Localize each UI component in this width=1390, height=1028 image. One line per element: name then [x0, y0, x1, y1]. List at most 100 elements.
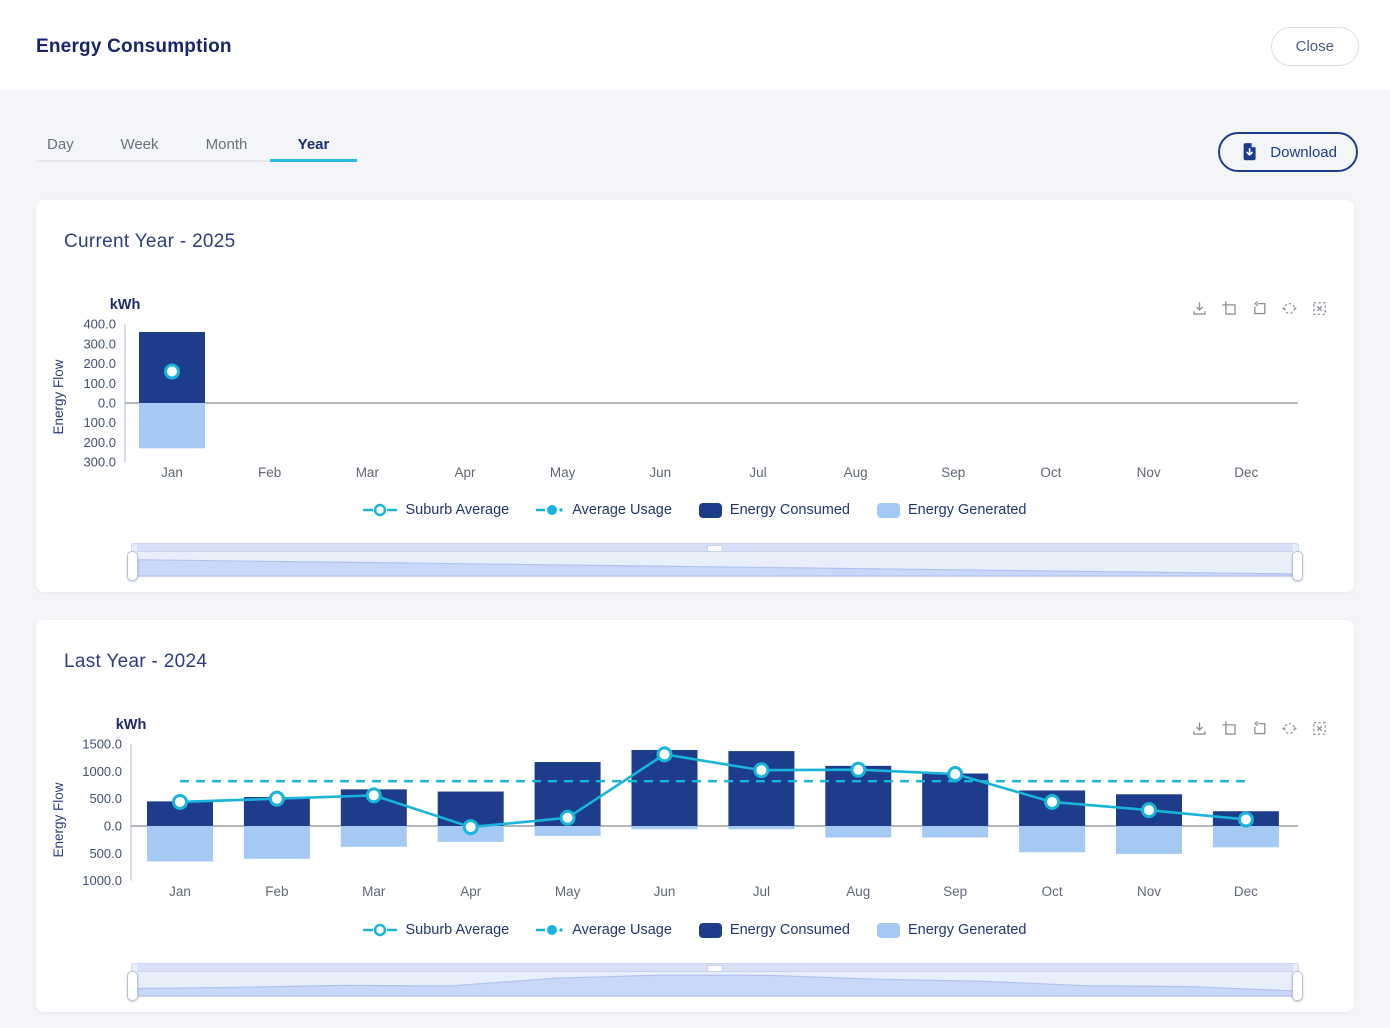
legend-label: Energy Consumed — [729, 502, 850, 518]
y-tick-label: 0.0 — [98, 396, 116, 411]
tab-week[interactable]: Week — [120, 136, 159, 153]
x-label-apr: Apr — [454, 465, 476, 480]
zoom-select-icon[interactable] — [1221, 720, 1238, 742]
legend-item-energy-generated[interactable]: Energy Generated — [877, 922, 1027, 938]
chart-legend: Suburb Average Average Usage Energy Consum… — [36, 499, 1354, 521]
save-image-icon[interactable] — [1191, 720, 1208, 742]
zoom-select-icon[interactable] — [1221, 300, 1238, 322]
x-label-sep: Sep — [941, 465, 965, 480]
chart-legend: Suburb Average Average Usage Energy Consum… — [36, 919, 1354, 941]
x-label-jun: Jun — [649, 465, 671, 480]
y-tick-label: 500.0 — [89, 791, 122, 806]
suburb-average-marker-may — [559, 809, 576, 826]
legend-label: Energy Generated — [908, 502, 1027, 518]
tab-year[interactable]: Year — [270, 133, 357, 162]
y-tick-label: 300.0 — [83, 336, 116, 351]
suburb-average-line — [179, 753, 1247, 829]
data-zoom-slider[interactable] — [127, 963, 1303, 1001]
x-label-aug: Aug — [846, 884, 870, 899]
box-marker-icon — [698, 502, 722, 518]
suburb-average-marker-feb — [268, 790, 285, 807]
data-zoom-shadow — [132, 974, 1298, 996]
zoom-back-icon[interactable] — [1251, 720, 1268, 742]
data-zoom-grip[interactable] — [707, 965, 723, 972]
x-label-jun: Jun — [654, 884, 676, 899]
legend-label: Suburb Average — [405, 922, 510, 938]
x-label-sep: Sep — [943, 884, 967, 899]
zoom-reset-icon[interactable] — [1311, 300, 1328, 322]
x-label-mar: Mar — [356, 465, 380, 480]
y-tick-label: 100.0 — [83, 415, 116, 430]
y-tick-label: 100.0 — [83, 376, 116, 391]
x-label-jan: Jan — [169, 884, 191, 899]
suburb-average-marker-aug — [850, 761, 867, 778]
y-tick-label: 400.0 — [83, 317, 116, 332]
x-label-jul: Jul — [749, 465, 766, 480]
y-tick-label: 0.0 — [104, 819, 122, 834]
page-title: Energy Consumption — [36, 36, 232, 57]
y-tick-label: 1500.0 — [82, 736, 122, 751]
data-shadow-area — [132, 974, 1298, 996]
suburb-average-marker-sep — [947, 766, 964, 783]
legend-label: Suburb Average — [405, 502, 510, 518]
box-marker-icon — [877, 922, 900, 938]
y-tick-label: 1000.0 — [82, 764, 122, 779]
pan-icon[interactable] — [1281, 300, 1298, 322]
suburb-average-marker-jun — [656, 746, 673, 763]
download-file-icon — [1243, 142, 1256, 160]
data-zoom-handle-right[interactable] — [1292, 551, 1303, 581]
unit-label: kWh — [116, 717, 147, 733]
download-button[interactable]: Download — [1218, 132, 1358, 172]
unit-label: kWh — [110, 297, 141, 313]
data-zoom-slider[interactable] — [127, 543, 1303, 581]
pan-icon[interactable] — [1281, 720, 1298, 742]
x-label-dec: Dec — [1234, 884, 1258, 899]
zoom-reset-icon[interactable] — [1311, 720, 1328, 742]
header: Energy Consumption Close — [0, 0, 1390, 90]
tab-month[interactable]: Month — [205, 136, 248, 153]
legend-item-energy-generated[interactable]: Energy Generated — [877, 502, 1027, 518]
bar-generated-jun — [631, 826, 698, 830]
line-hollow-marker-icon — [363, 923, 398, 937]
zoom-back-icon[interactable] — [1251, 300, 1268, 322]
x-label-aug: Aug — [844, 465, 868, 480]
bar-generated-jan — [139, 403, 205, 449]
bar-generated-nov — [1116, 826, 1182, 854]
x-label-jan: Jan — [161, 465, 183, 480]
y-tick-label: 500.0 — [89, 846, 122, 861]
chart-toolbar — [1191, 720, 1328, 742]
bar-generated-oct — [1019, 826, 1086, 853]
legend-item-energy-consumed[interactable]: Energy Consumed — [698, 502, 850, 518]
bar-generated-may — [534, 826, 601, 836]
save-image-icon[interactable] — [1191, 300, 1208, 322]
legend-label: Energy Consumed — [729, 922, 850, 938]
chart-title-current-year: Current Year - 2025 — [64, 231, 236, 252]
x-label-dec: Dec — [1234, 465, 1258, 480]
suburb-average-marker-jan — [164, 363, 180, 380]
y-tick-label: 1000.0 — [82, 873, 122, 888]
suburb-average-marker-dec — [1237, 811, 1254, 828]
data-zoom-handle-left[interactable] — [127, 971, 138, 1001]
data-zoom-grip[interactable] — [707, 545, 723, 552]
legend-item-average-usage[interactable]: Average Usage — [536, 922, 672, 938]
tab-day[interactable]: Day — [47, 136, 74, 153]
legend-item-suburb-average[interactable]: Suburb Average — [363, 502, 509, 518]
box-marker-icon — [698, 922, 722, 938]
y-tick-label: 200.0 — [83, 356, 116, 371]
close-button[interactable]: Close — [1270, 27, 1359, 66]
data-zoom-handle-left[interactable] — [127, 551, 138, 581]
y-axis-title: Energy Flow — [51, 782, 66, 857]
legend-item-suburb-average[interactable]: Suburb Average — [363, 922, 509, 938]
data-shadow-area — [132, 559, 1298, 576]
data-zoom-handle-right[interactable] — [1292, 971, 1303, 1001]
data-zoom-shadow — [132, 559, 1298, 576]
legend-item-energy-consumed[interactable]: Energy Consumed — [698, 922, 850, 938]
line-dashed-marker-icon — [536, 505, 563, 515]
y-tick-label: 200.0 — [83, 435, 116, 450]
bar-generated-dec — [1212, 826, 1279, 848]
suburb-average-marker-apr — [462, 819, 479, 836]
suburb-average-marker-mar — [365, 787, 382, 804]
x-label-nov: Nov — [1137, 884, 1161, 899]
period-tabs: Day Week Month Year — [36, 133, 358, 162]
legend-item-average-usage[interactable]: Average Usage — [536, 502, 672, 518]
